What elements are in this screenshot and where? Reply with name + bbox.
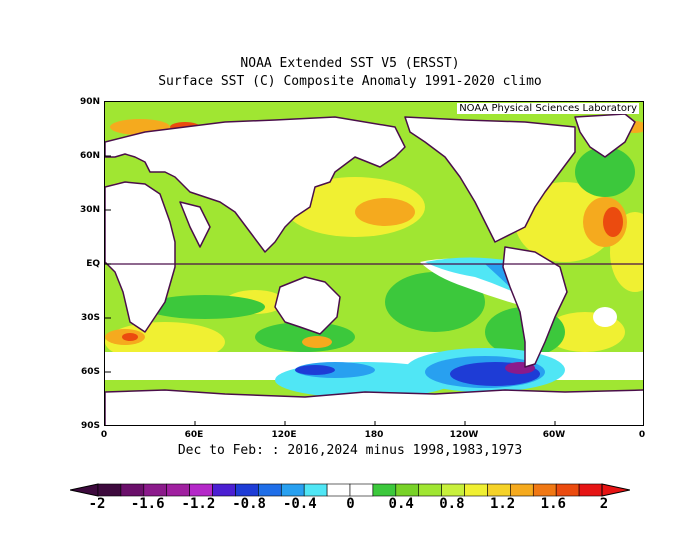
land-masses xyxy=(105,113,643,425)
lat-label-60n: 60N xyxy=(79,151,100,161)
credit-label: NOAA Physical Sciences Laboratory xyxy=(457,103,639,114)
colorbar-label: -1.2 xyxy=(181,496,216,512)
lon-label-120w: 120W xyxy=(449,430,479,440)
colorbar-swatch xyxy=(120,483,145,497)
lat-label-eq: EQ xyxy=(86,259,100,269)
lat-label-90n: 90N xyxy=(79,97,100,107)
colorbar-arrow-low xyxy=(70,483,99,497)
colorbar-swatch xyxy=(441,483,465,497)
colorbar-swatch xyxy=(372,483,397,497)
land-eurasia xyxy=(105,116,406,253)
lon-label-60w: 60W xyxy=(542,430,566,440)
colorbar-swatch xyxy=(258,483,282,497)
land-africa xyxy=(105,181,176,333)
colorbar-label: -1.6 xyxy=(130,496,165,512)
land-australia xyxy=(274,276,341,335)
colorbar-label: -2 xyxy=(88,496,106,512)
colorbar-label: 0.4 xyxy=(388,496,414,512)
colorbar-label: -0.4 xyxy=(282,496,317,512)
lon-label-0-left: 0 xyxy=(100,430,108,440)
colorbar-swatch xyxy=(303,483,328,497)
land-north-america xyxy=(404,116,576,243)
colorbar-swatch xyxy=(349,483,374,497)
colorbar-swatch xyxy=(395,483,420,497)
colorbar-swatch xyxy=(280,483,305,497)
land-south-america xyxy=(502,246,568,368)
colorbar-label: 2 xyxy=(599,496,609,512)
lat-label-30n: 30N xyxy=(79,205,100,215)
colorbar-label: 1.6 xyxy=(540,496,566,512)
colorbar-swatch xyxy=(464,483,488,497)
colorbar-swatch xyxy=(189,483,213,497)
lon-label-120e: 120E xyxy=(271,430,297,440)
colorbar-swatch xyxy=(555,483,580,497)
lat-label-90s: 90S xyxy=(80,421,100,431)
colorbar-swatch xyxy=(578,483,603,497)
colorbar-label: 0.8 xyxy=(439,496,465,512)
axis-ticks xyxy=(105,155,556,425)
map-subtitle-line: Surface SST (C) Composite Anomaly 1991-2… xyxy=(158,74,542,89)
colorbar-swatch xyxy=(532,483,557,497)
colorbar-label: 1.2 xyxy=(489,496,516,512)
colorbar-swatch xyxy=(212,483,236,497)
lon-label-180: 180 xyxy=(364,430,384,440)
map-title: NOAA Extended SST V5 (ERSST) xyxy=(240,56,460,71)
colorbar-swatch xyxy=(143,483,168,497)
colorbar xyxy=(70,483,630,497)
land-antarctica xyxy=(105,389,643,425)
colorbar-label: 0 xyxy=(346,496,355,512)
lat-label-60s: 60S xyxy=(80,367,100,377)
colorbar-swatch xyxy=(418,483,442,497)
sst-anomaly-map xyxy=(105,102,643,425)
lat-label-30s: 30S xyxy=(80,313,100,323)
colorbar-swatch xyxy=(166,483,190,497)
land-india xyxy=(179,201,211,248)
land-greenland xyxy=(574,113,636,158)
colorbar-arrow-high xyxy=(601,483,630,497)
colorbar-swatch xyxy=(510,483,534,497)
lon-label-0-right: 0 xyxy=(638,430,646,440)
colorbar-swatch xyxy=(326,483,351,497)
colorbar-swatch xyxy=(487,483,511,497)
colorbar-swatch xyxy=(235,483,259,497)
composite-description: Dec to Feb: : 2016,2024 minus 1998,1983,… xyxy=(177,443,523,458)
map-panel: NOAA Physical Sciences Laboratory xyxy=(104,101,644,426)
colorbar-swatch xyxy=(97,483,122,497)
lon-label-60e: 60E xyxy=(184,430,204,440)
colorbar-label: -0.8 xyxy=(232,496,266,512)
